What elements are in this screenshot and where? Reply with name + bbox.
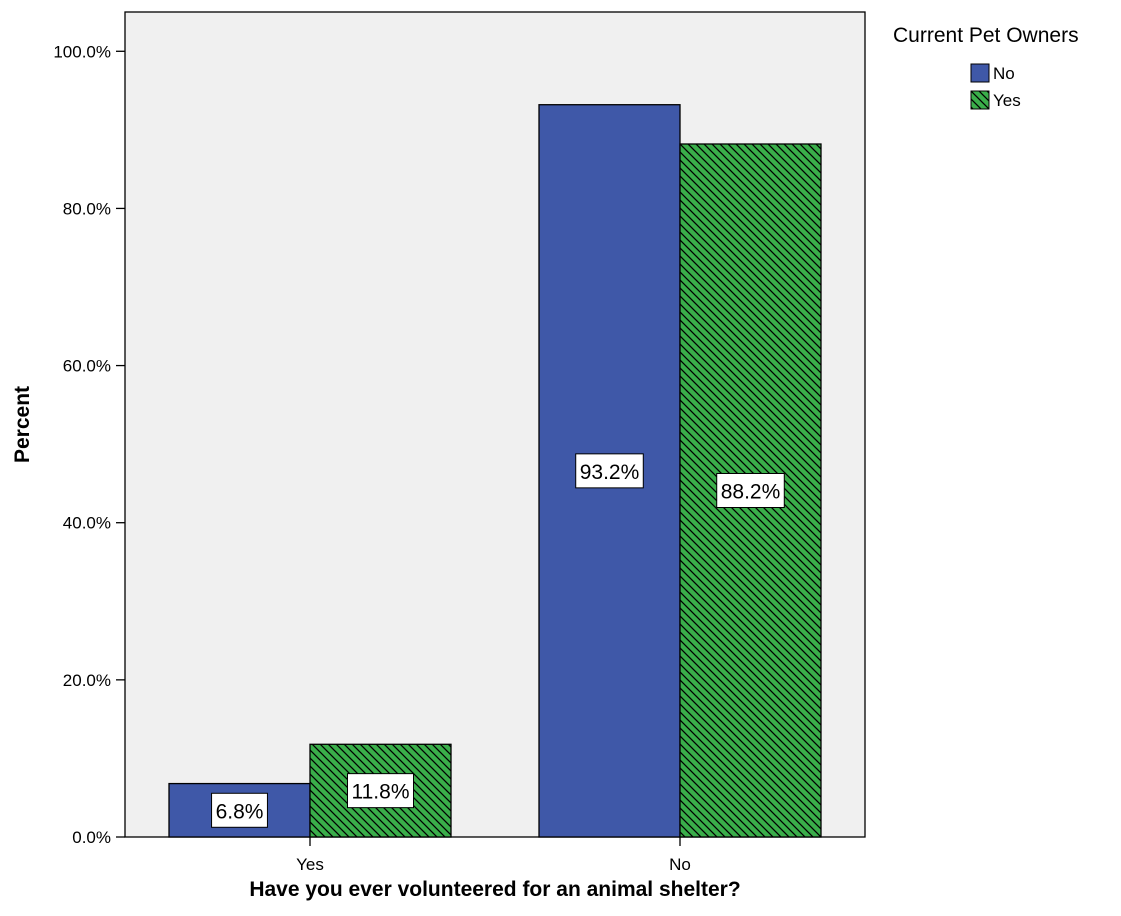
y-tick-label: 80.0%	[63, 199, 111, 218]
legend-title: Current Pet Owners	[893, 24, 1079, 47]
data-label-box	[211, 792, 268, 828]
x-tick-label: Yes	[296, 855, 324, 874]
data-label-box	[716, 473, 785, 508]
data-label: 88.2%	[721, 481, 781, 504]
data-label: 6.8%	[216, 800, 264, 823]
y-tick-label: 40.0%	[63, 514, 111, 533]
legend-label: Yes	[993, 91, 1021, 110]
y-tick-label: 0.0%	[72, 828, 111, 847]
x-axis-title: Have you ever volunteered for an animal …	[249, 878, 740, 901]
x-tick-label: No	[669, 855, 691, 874]
data-label: 11.8%	[352, 781, 410, 804]
legend-swatch	[970, 90, 990, 110]
data-label-box	[347, 773, 414, 809]
legend-label: No	[993, 64, 1015, 83]
data-label-box	[575, 453, 644, 489]
y-tick-label: 100.0%	[53, 42, 111, 61]
data-label: 93.2%	[580, 461, 640, 484]
y-tick-label: 60.0%	[63, 357, 111, 376]
legend: Current Pet Owners No Yes	[893, 24, 1079, 110]
y-axis-title: Percent	[11, 386, 34, 463]
y-tick-label: 20.0%	[63, 671, 111, 690]
legend-swatch	[970, 63, 990, 83]
